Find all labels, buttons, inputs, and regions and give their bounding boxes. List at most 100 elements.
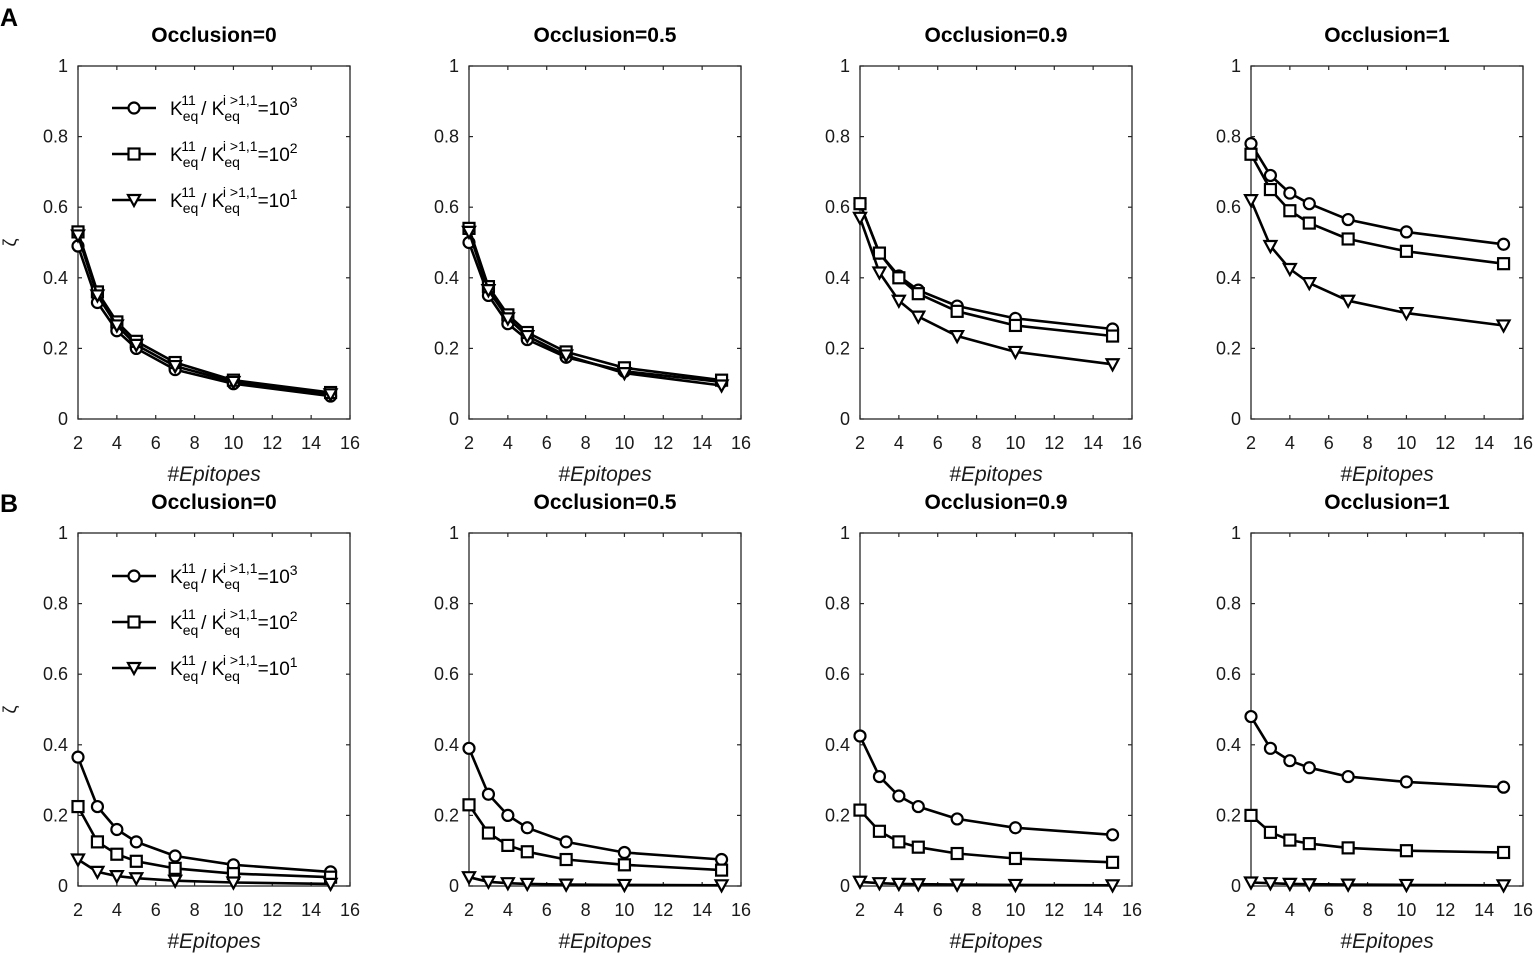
data-point-triangle [1262,239,1279,255]
data-point-square [617,858,632,872]
x-tick-label: 10 [1005,900,1025,920]
data-point-triangle [128,338,145,354]
x-tick-label: 2 [464,433,474,453]
x-tick-label: 12 [653,900,673,920]
y-tick-label: 0.4 [825,735,850,755]
data-point-square [168,861,182,875]
data-point-square [71,799,85,814]
data-point-triangle [225,375,242,391]
y-tick-label: 1 [58,56,68,76]
data-point-square [872,246,887,260]
data-point-triangle [1340,294,1356,310]
x-tick-label: 14 [301,433,321,453]
chart-1: Occlusion=0 2 4 6 8 10 12 14 16 0 0.2 0.4 0.6 0.8 1 #Ep… [0,24,360,486]
legend-marker-circle [127,101,141,115]
data-point-square [892,835,906,849]
x-tick-label: 12 [262,433,282,453]
data-point-circle [481,787,496,801]
x-tick-label: 16 [340,900,360,920]
x-tick-label: 10 [223,900,243,920]
legend-marker-square [127,147,141,161]
x-tick-label: 12 [1044,900,1064,920]
panel-label-b: B [0,490,18,518]
data-point-square [1244,147,1258,161]
series-line-triangle [1249,199,1504,327]
x-tick-label: 4 [112,433,122,453]
y-tick-label: 0.4 [43,268,68,288]
data-point-square [520,845,534,859]
data-point-triangle [1104,879,1121,894]
data-point-circle [559,835,573,849]
data-point-triangle [616,367,633,382]
data-point-circle [1263,741,1278,755]
data-point-triangle [1007,878,1024,894]
data-point-triangle [109,870,125,885]
y-tick-label: 1 [58,523,68,543]
x-tick-label: 10 [1005,433,1025,453]
data-point-square [1008,851,1023,866]
data-point-triangle [891,294,907,310]
legend-marker-circle [127,569,141,583]
data-point-circle [1263,168,1278,183]
data-point-square [1341,841,1355,855]
y-tick-label: 0.6 [434,664,459,684]
data-point-triangle [461,871,477,886]
legend-marker-triangle [126,193,142,209]
data-point-square [559,852,573,867]
chart-7: Occlusion=0.9 2 4 6 8 10 12 14 16 0 0.2 0.4 0.6 0.8 1 #… [825,491,1142,953]
data-point-square [911,840,925,854]
data-point-circle [501,808,515,823]
data-point-circle [90,799,105,814]
y-tick-label: 0.4 [434,735,459,755]
chart-title: Occlusion=0.5 [534,491,677,514]
x-tick-label: 10 [614,900,634,920]
x-tick-label: 6 [933,433,943,453]
data-point-triangle [1495,319,1512,334]
x-tick-label: 2 [73,900,83,920]
data-point-triangle [1398,878,1415,894]
x-axis-label: #Epitopes [949,463,1043,486]
y-tick-label: 0 [840,876,850,896]
x-tick-label: 4 [503,900,513,920]
data-point-square [1008,318,1023,333]
y-tick-label: 1 [1231,56,1241,76]
data-point-triangle [519,329,536,345]
data-point-triangle [1007,345,1024,361]
data-point-circle [1496,780,1511,794]
legend-label-triangle: Keq11 / Keqi >1,1=101 [170,184,298,216]
data-point-square [1399,844,1414,858]
data-point-triangle [949,329,965,345]
y-tick-label: 1 [840,523,850,543]
y-tick-label: 0.8 [43,594,68,614]
x-tick-label: 16 [731,433,751,453]
x-tick-label: 6 [1324,433,1334,453]
data-point-square [1399,244,1414,258]
data-point-square [1302,216,1316,230]
chart-title: Occlusion=0.9 [925,491,1068,514]
data-point-triangle [891,877,907,893]
chart-title: Occlusion=0.5 [534,24,677,47]
data-point-square [1105,329,1120,343]
x-tick-label: 8 [190,900,200,920]
data-point-triangle [1243,194,1259,209]
data-point-square [714,863,729,877]
y-tick-label: 0.8 [825,594,850,614]
x-tick-label: 2 [1246,900,1256,920]
data-point-circle [872,769,887,784]
x-tick-label: 4 [894,433,904,453]
chart-title: Occlusion=0 [151,491,276,514]
data-point-triangle [1243,876,1259,891]
data-point-circle [1283,754,1297,768]
data-point-triangle [852,211,868,227]
data-point-triangle [89,865,106,881]
axes-box [468,532,742,887]
data-point-circle [520,821,534,835]
y-tick-label: 0.6 [43,197,68,217]
data-point-square [462,798,476,812]
data-point-square [129,854,143,868]
axes-box [1250,65,1524,420]
y-tick-label: 0.8 [434,594,459,614]
data-point-circle [714,852,729,867]
x-tick-label: 6 [151,433,161,453]
x-tick-label: 12 [1435,433,1455,453]
